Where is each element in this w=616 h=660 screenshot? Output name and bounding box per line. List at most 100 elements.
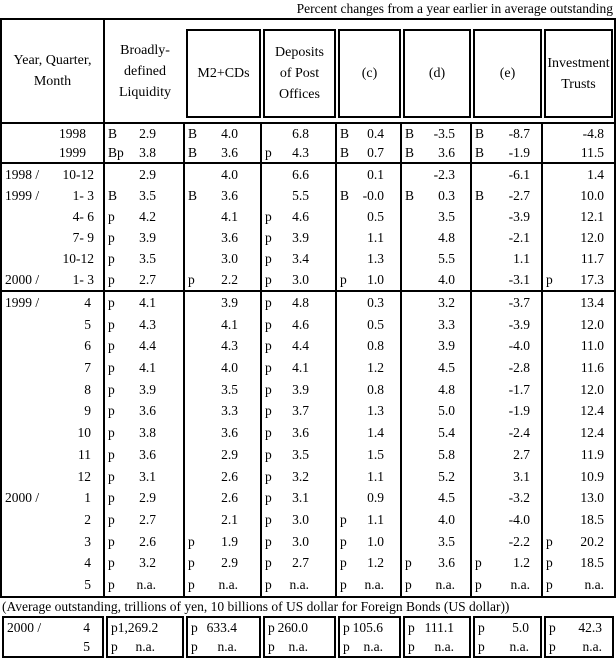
cell-value: 12.4: [580, 403, 604, 419]
footnote-marker: p: [108, 425, 115, 441]
cell-value: 3.1: [292, 490, 309, 506]
cell-broadly-defined-liquidity: p 4.1: [105, 357, 185, 379]
cell-deposits-of-post-offices: p 4.1: [262, 357, 337, 379]
cell-value: 2.9: [139, 166, 156, 182]
row-label-period: 1- 3: [72, 271, 94, 287]
row-label-period: 12: [77, 468, 92, 484]
cell-broadly-defined-liquidity: p 4.3: [105, 313, 185, 336]
footnote-marker: B: [405, 144, 415, 160]
cell-col-c: 0.8: [337, 335, 402, 358]
row-label-period: 8: [84, 381, 91, 397]
cell-col-e: -2.4: [472, 422, 543, 445]
cell-investment-trusts: 11.9: [543, 444, 614, 466]
cell-value: -0.0: [362, 187, 384, 203]
cell-value: n.a.: [288, 638, 309, 654]
cell-deposits-of-post-offices: p 3.6: [262, 422, 337, 445]
cell-value: 3.5: [139, 187, 156, 203]
row-label-period: 5: [84, 316, 91, 332]
units-note: (Average outstanding, trillions of yen, …: [2, 599, 510, 614]
footnote-marker: p: [546, 271, 553, 287]
footnote-marker: p: [340, 555, 347, 571]
cell-value: 18.5: [580, 512, 604, 528]
footnote-marker: p: [549, 619, 556, 635]
cell-broadly-defined-liquidity: Bp 3.8: [105, 143, 185, 162]
cell-col-d: 3.5: [402, 206, 472, 227]
footnote-marker: p: [265, 468, 272, 484]
cell-value: 0.8: [367, 381, 384, 397]
header-col-c: (c): [338, 29, 401, 118]
bottom-column-m2-cds: p 633.4 p n.a.: [185, 616, 262, 658]
cell-value: 3.9: [221, 294, 238, 310]
footnote-marker: p: [268, 638, 275, 654]
cell-value: -4.8: [582, 125, 604, 141]
percent-changes-table: Year, Quarter, Month Broadly- defined Li…: [0, 18, 616, 598]
row-label: 5: [2, 574, 105, 597]
cell-value: 2.2: [221, 271, 238, 287]
table-row: 11 p 3.6 2.9 p 3.5 1.5 5.8 2.7 11.9: [2, 444, 614, 466]
cell-value: 5.8: [438, 446, 455, 462]
cell-broadly-defined-liquidity: p 3.8: [105, 422, 185, 445]
cell-deposits-of-post-offices: 6.6: [262, 164, 337, 185]
table-row: 1999 / 4 p 4.1 3.9 p 4.8 0.3 3.2 -3.7 13.4: [2, 292, 614, 314]
row-label-year: 1999 /: [5, 294, 40, 310]
cell-col-e: B -2.7: [472, 185, 543, 206]
header-m2-cds: M2+CDs: [186, 29, 261, 118]
footnote-marker: p: [188, 577, 195, 593]
footnote-marker: p: [265, 381, 272, 397]
cell-value: 633.4: [206, 619, 237, 635]
cell-broadly-defined-liquidity: p 2.6: [105, 530, 185, 553]
cell-value: 3.2: [292, 468, 309, 484]
footnote-marker: p: [188, 271, 195, 287]
cell-investment-trusts: -4.8: [543, 124, 614, 143]
footnote-marker: B: [188, 144, 198, 160]
footnote-marker: B: [108, 125, 118, 141]
cell-value: 105.6: [352, 619, 383, 635]
footnote-marker: p: [265, 294, 272, 310]
cell-value: 5.2: [438, 468, 455, 484]
footnote-marker: B: [188, 125, 198, 141]
footnote-marker: p: [343, 638, 350, 654]
row-label-period: 10: [77, 425, 92, 441]
footnote-marker: p: [108, 250, 115, 266]
cell-col-d: -2.3: [402, 164, 472, 185]
cell-col-c: p 1.2: [337, 552, 402, 575]
cell-col-c: 1.1: [337, 227, 402, 248]
cell-value: 11.9: [580, 446, 604, 462]
cell-investment-trusts: p 18.5: [543, 553, 614, 575]
cell-value: 0.4: [367, 125, 384, 141]
cell-col-c: p 1.0: [337, 269, 402, 290]
row-label-period: 7: [84, 360, 91, 376]
cell-value: 2.6: [221, 468, 238, 484]
cell-value: n.a.: [135, 638, 156, 654]
cell-m2-cds: 4.3: [185, 335, 262, 358]
cell-value: 10.0: [580, 187, 604, 203]
cell-value: 4.4: [139, 338, 156, 354]
cell-col-e: -3.1: [472, 269, 543, 290]
section-annual: 1998 B 2.9 B 4.0 6.8 B 0.4 B -3.5 B -8.7 -4.8 1999 Bp 3…: [2, 124, 614, 164]
cell-m2-cds: B 3.6: [185, 143, 262, 162]
table-caption: Percent changes from a year earlier in a…: [296, 1, 613, 16]
cell-value: 11.0: [580, 338, 604, 354]
bottom-column-col-c: p 105.6 p n.a.: [337, 616, 402, 658]
cell-broadly-defined-liquidity: B 3.5: [105, 185, 185, 206]
footnote-marker: p: [108, 229, 115, 245]
table-row: p 111.1: [405, 618, 469, 637]
cell-broadly-defined-liquidity: p 2.7: [105, 269, 185, 290]
cell-col-d: B 0.3: [402, 185, 472, 206]
cell-investment-trusts: 12.4: [543, 401, 614, 423]
cell-value: -3.9: [508, 316, 530, 332]
cell-value: -3.7: [508, 294, 530, 310]
row-label: 1999: [2, 143, 105, 162]
cell-broadly-defined-liquidity: p 3.9: [105, 378, 185, 401]
bottom-column-investment-trusts: p 42.3 p n.a.: [543, 616, 615, 658]
table-row: p 105.6: [340, 618, 399, 637]
cell-value: 2.7: [292, 555, 309, 571]
footnote-marker: p: [108, 316, 115, 332]
cell-deposits-of-post-offices: p 3.0: [262, 509, 337, 531]
cell-col-c: B 0.7: [337, 143, 402, 162]
cell-value: 3.6: [438, 555, 455, 571]
footnote-marker: p: [191, 619, 198, 635]
cell-value: 6.8: [292, 125, 309, 141]
cell-deposits-of-post-offices: p 3.2: [262, 465, 337, 488]
footnote-marker: p: [265, 316, 272, 332]
